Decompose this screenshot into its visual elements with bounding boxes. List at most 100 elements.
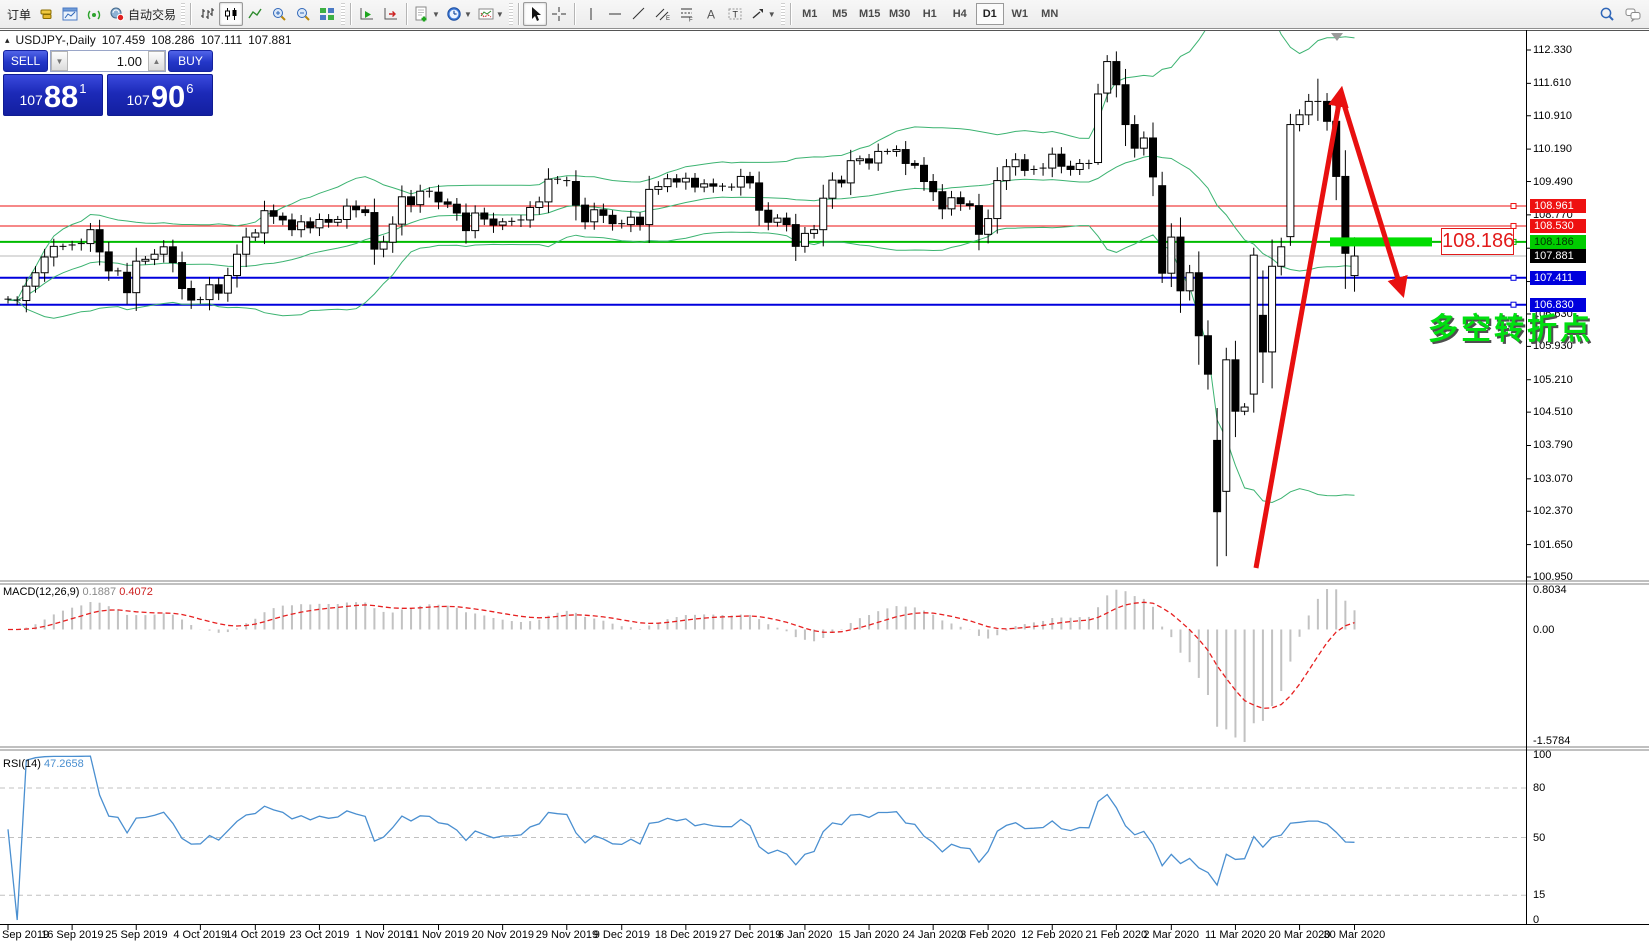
date-label: 29 Nov 2019: [535, 929, 599, 941]
candle: [993, 180, 1002, 220]
price-tick-label: 109.490: [1533, 175, 1573, 188]
rsi-tick-label: 15: [1533, 889, 1546, 902]
candle: [1020, 159, 1029, 171]
timeframe-button-d1[interactable]: D1: [975, 3, 1004, 25]
price-tick-label: 111.610: [1533, 77, 1572, 90]
auto-scroll-button[interactable]: [355, 2, 379, 26]
autotrading-button[interactable]: 自动交易: [106, 2, 179, 26]
candle: [214, 284, 223, 294]
up-arrow[interactable]: [1253, 85, 1349, 569]
search-icon[interactable]: [1599, 6, 1615, 22]
periods-button[interactable]: ▼: [443, 2, 475, 26]
candle: [782, 217, 791, 226]
candle: [86, 229, 95, 245]
candle: [1286, 124, 1295, 238]
timeframe-button-w1[interactable]: W1: [1011, 8, 1028, 20]
candle: [1094, 93, 1103, 164]
chat-icon[interactable]: [1625, 6, 1641, 22]
candle: [810, 229, 819, 234]
dropdown-arrow-icon[interactable]: ▼: [767, 9, 776, 19]
timeframe-button-m30[interactable]: M30: [889, 8, 911, 20]
zoom-out-button[interactable]: [291, 2, 315, 26]
zoom-in-button[interactable]: [267, 2, 291, 26]
template-icon: [478, 8, 494, 20]
cursor-tool-button[interactable]: [522, 2, 547, 26]
toolbar-drag-handle[interactable]: [341, 3, 346, 25]
buy-price-box[interactable]: 107 90 6: [107, 74, 213, 116]
sell-price-box[interactable]: 107 88 1: [3, 74, 103, 116]
candle: [535, 201, 544, 208]
bollinger-up-band: [7, 31, 1355, 301]
separator: [789, 3, 792, 25]
toolbar-drag-handle[interactable]: [181, 3, 186, 25]
line-handle[interactable]: [1510, 203, 1517, 210]
line-handle[interactable]: [1510, 274, 1517, 281]
chart-shift-button[interactable]: [379, 2, 403, 26]
macd-tick-label: 0.8034: [1533, 584, 1567, 596]
down-arrow[interactable]: [1339, 97, 1408, 299]
crosshair-tool-button[interactable]: [547, 2, 571, 26]
candle: [333, 218, 342, 223]
date-label: 9 Dec 2019: [593, 929, 650, 941]
one-click-collapse-icon[interactable]: ▴: [5, 34, 10, 45]
timeframe-button-h1[interactable]: H1: [922, 8, 937, 20]
candle: [1130, 124, 1139, 149]
candle: [672, 178, 681, 183]
buy-button[interactable]: BUY: [168, 50, 213, 72]
indicators-button[interactable]: ▼: [411, 2, 443, 26]
thick-trendline-segment[interactable]: [1330, 237, 1432, 247]
candle: [892, 149, 901, 152]
timeframe-button-m15[interactable]: M15: [859, 8, 881, 20]
tile-windows-button[interactable]: [315, 2, 339, 26]
channel-tool-button[interactable]: E: [651, 2, 675, 26]
new-chart-button[interactable]: [58, 2, 82, 26]
signals-button[interactable]: [82, 2, 106, 26]
dropdown-arrow-icon[interactable]: ▼: [432, 9, 440, 19]
sell-button[interactable]: SELL: [3, 50, 48, 72]
candle: [1002, 166, 1011, 182]
chart-window[interactable]: ▴ USDJPY-,Daily 107.459 108.286 107.111 …: [0, 30, 1649, 944]
vertical-line-tool-button[interactable]: [579, 2, 603, 26]
turning-point-annotation[interactable]: 多空转折点: [1428, 313, 1593, 346]
timeframe-button-h4[interactable]: H4: [952, 8, 967, 20]
horizontal-line-tool-button[interactable]: [603, 2, 627, 26]
candle: [471, 212, 480, 232]
chart-title: ▴ USDJPY-,Daily 107.459 108.286 107.111 …: [5, 33, 292, 47]
new-order-button[interactable]: 订单: [1, 2, 34, 26]
volume-increase-button[interactable]: ▲: [148, 51, 165, 71]
templates-button[interactable]: ▼: [475, 2, 507, 26]
trendline-tool-button[interactable]: [627, 2, 651, 26]
candle: [654, 186, 663, 190]
chart-canvas[interactable]: [0, 30, 1649, 944]
new-order-icon-button[interactable]: [34, 2, 58, 26]
candle: [681, 177, 690, 183]
date-label: 2 Mar 2020: [1143, 929, 1199, 941]
toolbar-drag-handle[interactable]: [780, 3, 785, 25]
dropdown-arrow-icon[interactable]: ▼: [463, 9, 472, 19]
ohlc-high: 108.286: [151, 33, 195, 47]
text-label-tool-button[interactable]: T: [723, 2, 747, 26]
chart-shift-marker[interactable]: [1331, 33, 1343, 41]
text-tool-button[interactable]: A: [699, 2, 723, 26]
candle: [489, 218, 498, 226]
chart-shift-icon: [384, 8, 398, 20]
price-callout[interactable]: 108.186: [1441, 228, 1514, 255]
main-pane[interactable]: [0, 30, 1526, 569]
bar-chart-mode-button[interactable]: [195, 2, 219, 26]
volume-decrease-button[interactable]: ▼: [51, 51, 68, 71]
timeframe-button-m5[interactable]: M5: [832, 8, 848, 20]
timeframe-button-m1[interactable]: M1: [802, 8, 818, 20]
dropdown-arrow-icon[interactable]: ▼: [495, 9, 504, 19]
line-chart-mode-button[interactable]: [243, 2, 267, 26]
candle: [324, 218, 333, 223]
candle: [1103, 61, 1112, 94]
timeframe-button-mn[interactable]: MN: [1041, 8, 1059, 20]
candlestick-mode-button[interactable]: [219, 2, 244, 26]
arrows-tool-button[interactable]: ▼: [747, 2, 779, 26]
candle: [819, 197, 828, 231]
fibonacci-tool-button[interactable]: F: [675, 2, 699, 26]
line-handle[interactable]: [1510, 301, 1517, 308]
volume-value[interactable]: 1.00: [116, 53, 142, 69]
candle: [1011, 159, 1020, 168]
toolbar-drag-handle[interactable]: [508, 3, 513, 25]
